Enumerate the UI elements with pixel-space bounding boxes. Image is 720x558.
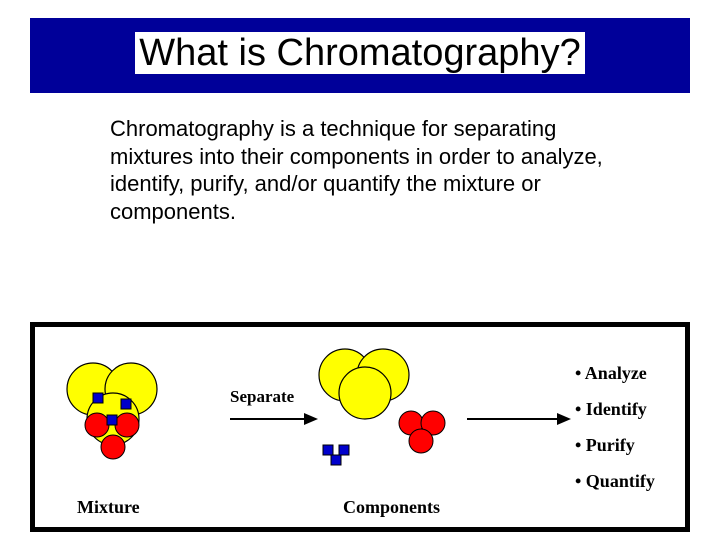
blue-square-icon (339, 445, 349, 455)
mixture-graphic (63, 355, 173, 475)
page-title: What is Chromatography? (135, 32, 584, 74)
title-bar: What is Chromatography? (30, 18, 690, 93)
blue-square-icon (323, 445, 333, 455)
bullet-purify: • Purify (575, 427, 655, 463)
bullet-analyze: • Analyze (575, 355, 655, 391)
components-label: Components (343, 497, 440, 518)
blue-square-icon (331, 455, 341, 465)
bullet-list: • Analyze • Identify • Purify • Quantify (575, 355, 655, 499)
components-graphic (315, 345, 455, 485)
blue-square-icon (93, 393, 103, 403)
arrow-icon (230, 411, 320, 427)
separate-label: Separate (230, 387, 294, 407)
blue-square-icon (107, 415, 117, 425)
bullet-identify: • Identify (575, 391, 655, 427)
diagram-container: Mixture Separate Components • Analyze • … (30, 322, 690, 532)
red-circle-icon (101, 435, 125, 459)
red-circle-icon (115, 413, 139, 437)
mixture-label: Mixture (77, 497, 140, 518)
description-text: Chromatography is a technique for separa… (110, 115, 630, 225)
red-circle-icon (409, 429, 433, 453)
yellow-circle-icon (339, 367, 391, 419)
blue-square-icon (121, 399, 131, 409)
red-circle-icon (85, 413, 109, 437)
arrow-icon (467, 411, 571, 427)
bullet-quantify: • Quantify (575, 463, 655, 499)
